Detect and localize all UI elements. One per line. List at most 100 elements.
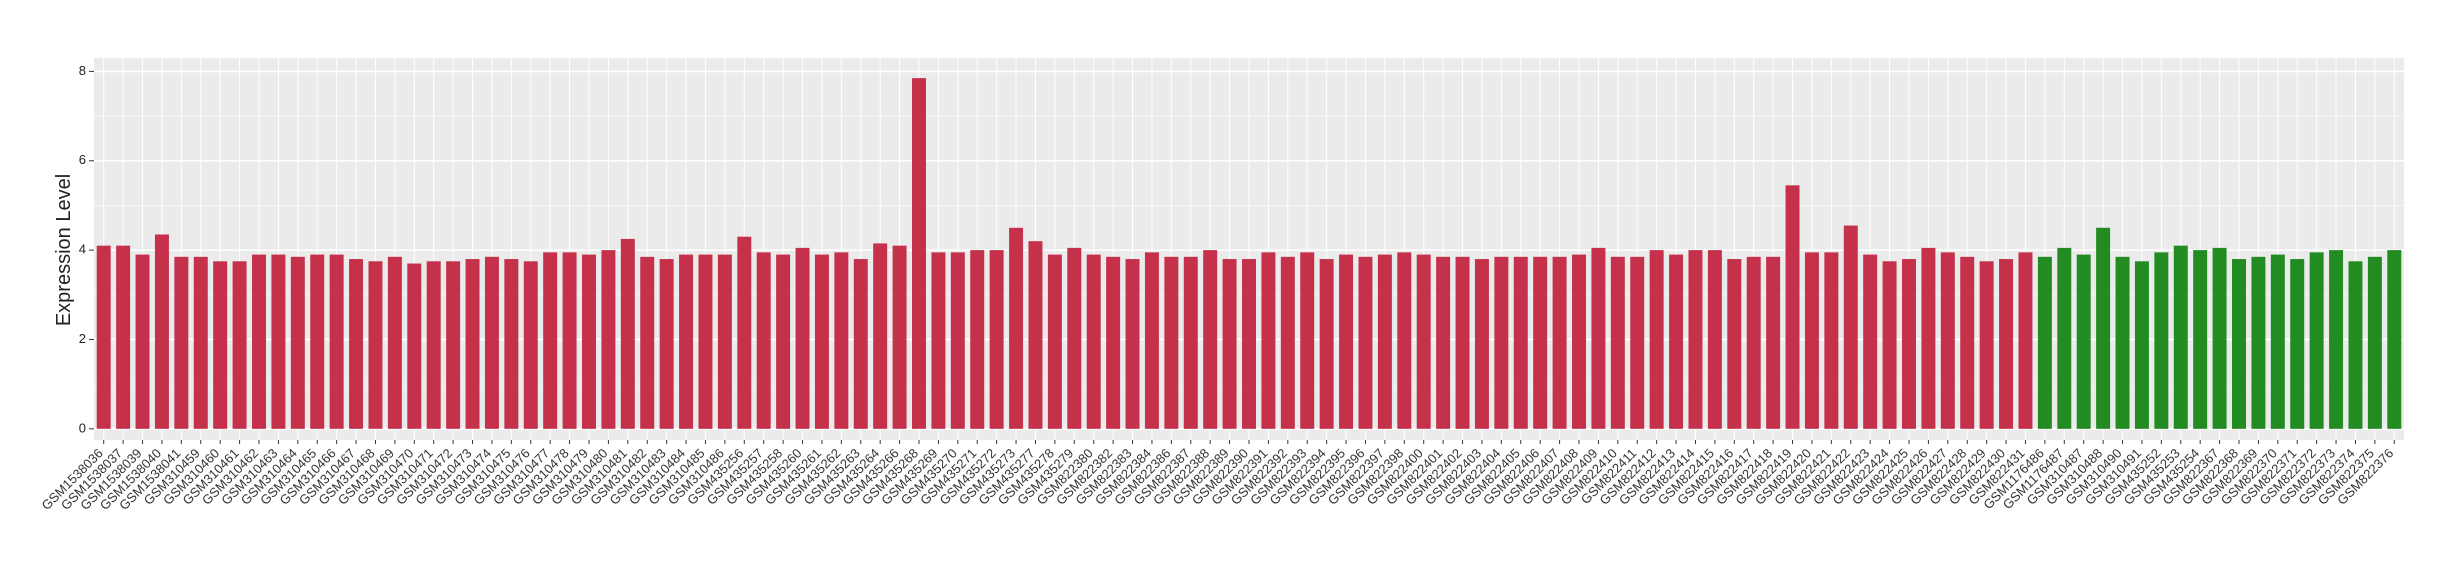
bar [2193,250,2208,429]
y-tick-label: 8 [79,63,86,78]
bar [2037,256,2052,429]
bar [1125,259,1140,429]
bar [1106,256,1121,429]
bar [814,254,829,429]
bar [1164,256,1179,429]
bar [950,252,965,429]
bar [1999,259,2014,429]
bar [116,245,131,429]
bar [795,247,810,429]
bar [698,254,713,429]
bar [1960,256,1975,429]
bar [1785,185,1800,429]
bar [756,252,771,429]
bar [1513,256,1528,429]
bar [2251,256,2266,429]
bar [193,256,208,429]
y-tick-label: 4 [79,242,86,257]
y-tick-label: 6 [79,152,86,167]
bar [2270,254,2285,429]
bar [1280,256,1295,429]
bar [2367,256,2382,429]
bar [135,254,150,429]
bar [892,245,907,429]
bar [2387,250,2402,429]
bar [504,259,519,429]
bar [1824,252,1839,429]
bar [2212,247,2227,429]
bar [1242,259,1256,429]
bar [1766,256,1781,429]
bar [931,252,946,429]
bar [2134,261,2149,429]
bar [1397,252,1412,429]
bar [387,256,402,429]
bar [1940,252,1955,429]
bar [1610,256,1625,429]
bar [1746,256,1761,429]
bar [1921,247,1936,429]
bar [1436,256,1451,429]
bar [970,250,985,429]
bar [2018,252,2033,429]
bar [834,252,849,429]
bar [620,238,635,429]
bar [679,254,694,429]
bar [1591,247,1606,429]
y-tick-label: 2 [79,331,86,346]
bar [1319,259,1334,429]
bar [1455,256,1470,429]
bar [989,250,1004,429]
bar [1416,254,1431,429]
bar [2057,247,2072,429]
bar [2309,252,2324,429]
bar [543,252,558,429]
bar [1067,247,1082,429]
bar [349,259,364,429]
bar [776,254,791,429]
bar [1707,250,1722,429]
bar [1358,256,1373,429]
bar [1474,259,1489,429]
bar [1727,259,1742,429]
bar [484,256,499,429]
bar [1902,259,1916,429]
bar [1494,256,1509,429]
bar [329,254,344,429]
bar [2096,227,2111,429]
bar [154,234,169,429]
bar [1144,252,1159,429]
bar [213,261,228,429]
bar [1047,254,1062,429]
bar [1300,252,1315,429]
bar [1222,259,1237,429]
bar [853,259,868,429]
bar [640,256,655,429]
bar [1863,254,1878,429]
bar [310,254,325,429]
bar [1552,256,1567,429]
bar [1649,250,1664,429]
bar [1377,254,1392,429]
bar [1261,252,1276,429]
bar [873,243,888,429]
bar [1203,250,1218,429]
bar [1028,241,1043,429]
bar [2154,252,2169,429]
y-axis-title: Expression Level [53,174,75,326]
bar [582,254,596,429]
bar [2329,250,2344,429]
bar [1843,225,1858,429]
bar [290,256,305,429]
bar [174,256,189,429]
bar [601,250,616,429]
bar [737,236,752,429]
bar [717,254,732,429]
bar [659,259,674,429]
bar [1688,250,1703,429]
bar [426,261,441,429]
bar [1572,254,1586,429]
bar [271,254,286,429]
bar [368,261,383,429]
